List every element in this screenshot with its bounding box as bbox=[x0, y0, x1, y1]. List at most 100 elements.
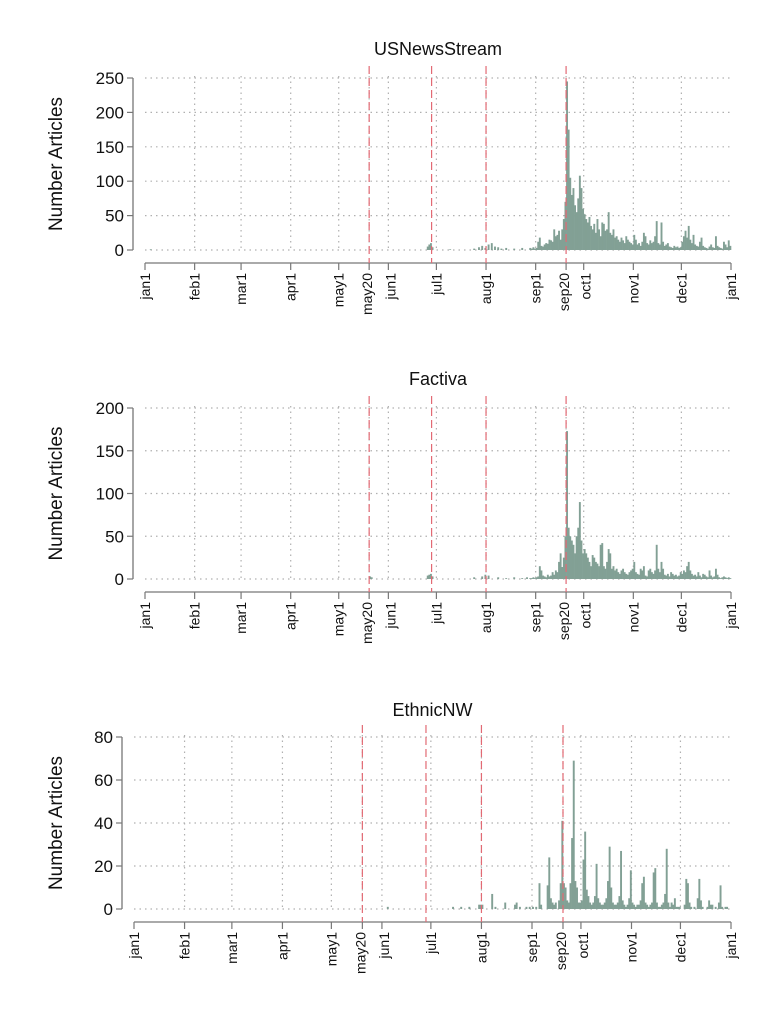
bar bbox=[686, 883, 689, 909]
bar bbox=[497, 247, 500, 250]
bar bbox=[580, 540, 583, 579]
bar bbox=[714, 568, 717, 579]
bar bbox=[580, 188, 583, 250]
bar bbox=[654, 570, 657, 579]
bar bbox=[631, 244, 634, 250]
bar bbox=[566, 81, 568, 250]
bar bbox=[670, 247, 673, 250]
bar bbox=[481, 576, 484, 579]
bar bbox=[597, 898, 600, 909]
y-tick-label: 100 bbox=[96, 172, 124, 191]
bar bbox=[543, 576, 546, 579]
bar bbox=[682, 570, 685, 579]
bar bbox=[710, 575, 713, 579]
bar bbox=[585, 553, 588, 579]
bar bbox=[579, 902, 582, 909]
bar bbox=[633, 904, 636, 909]
bar bbox=[623, 243, 626, 250]
bar bbox=[674, 247, 677, 250]
bar bbox=[662, 902, 665, 909]
bar bbox=[646, 576, 649, 579]
bar bbox=[630, 243, 633, 250]
bar bbox=[481, 245, 484, 250]
x-tick-label: nov1 bbox=[624, 932, 640, 963]
bar bbox=[571, 838, 574, 909]
bar bbox=[553, 229, 556, 250]
bar bbox=[679, 572, 682, 579]
bar bbox=[500, 248, 503, 250]
bar bbox=[590, 904, 593, 909]
y-tick-label: 80 bbox=[94, 728, 113, 747]
bar bbox=[681, 241, 684, 250]
bar bbox=[657, 243, 660, 250]
bar bbox=[431, 576, 434, 579]
x-tick-label: jan1 bbox=[723, 602, 739, 630]
bar bbox=[700, 900, 702, 909]
bar bbox=[660, 904, 663, 909]
bar bbox=[370, 577, 373, 579]
bar bbox=[616, 902, 619, 909]
bar bbox=[548, 857, 551, 909]
bar bbox=[727, 577, 730, 579]
bar bbox=[638, 243, 641, 250]
bar bbox=[556, 572, 559, 579]
bar bbox=[684, 230, 687, 250]
bar bbox=[705, 247, 708, 250]
bar bbox=[550, 240, 552, 250]
bar bbox=[618, 896, 621, 909]
x-tick-label: jul1 bbox=[428, 602, 444, 625]
bar bbox=[574, 205, 576, 250]
bar bbox=[431, 247, 434, 250]
bar bbox=[521, 578, 524, 579]
bar bbox=[727, 240, 730, 250]
bar bbox=[593, 557, 596, 579]
bar bbox=[657, 568, 660, 579]
bar bbox=[612, 566, 615, 579]
bar bbox=[452, 906, 455, 909]
bar bbox=[574, 881, 577, 909]
bar bbox=[610, 887, 613, 909]
bar bbox=[705, 576, 708, 579]
bar bbox=[593, 223, 596, 250]
bar bbox=[514, 904, 516, 909]
bar bbox=[697, 572, 700, 579]
bar bbox=[449, 249, 452, 250]
bar bbox=[545, 243, 548, 250]
x-tick-label: jan1 bbox=[723, 932, 739, 960]
bar bbox=[718, 247, 721, 250]
bar bbox=[673, 575, 676, 579]
x-tick-label: apr1 bbox=[274, 932, 290, 960]
bar bbox=[670, 902, 673, 909]
bar bbox=[662, 568, 665, 579]
bar bbox=[491, 893, 494, 909]
bar bbox=[559, 883, 562, 909]
bar bbox=[618, 241, 621, 250]
bar bbox=[558, 900, 561, 909]
bar bbox=[562, 219, 565, 250]
y-tick-label: 50 bbox=[105, 527, 124, 546]
bar bbox=[526, 577, 528, 579]
bar bbox=[600, 904, 603, 909]
y-tick-label: 40 bbox=[94, 814, 113, 833]
bar bbox=[598, 229, 601, 250]
bar bbox=[636, 573, 639, 579]
bar bbox=[698, 575, 701, 579]
x-tick-label: apr1 bbox=[283, 602, 299, 630]
bar bbox=[692, 575, 695, 579]
bar bbox=[636, 904, 639, 909]
bar bbox=[585, 219, 588, 250]
bar bbox=[602, 223, 605, 250]
x-tick-label: oct1 bbox=[578, 273, 594, 300]
bar bbox=[670, 572, 673, 579]
bar bbox=[713, 247, 716, 250]
bar bbox=[639, 245, 642, 250]
bar bbox=[671, 247, 674, 250]
bar bbox=[630, 570, 633, 579]
bar bbox=[614, 570, 617, 579]
bar bbox=[690, 243, 693, 250]
bar bbox=[548, 239, 551, 250]
bar bbox=[538, 883, 541, 909]
bar bbox=[625, 236, 628, 250]
bar bbox=[610, 568, 613, 579]
x-tick-label: jan1 bbox=[126, 932, 142, 960]
